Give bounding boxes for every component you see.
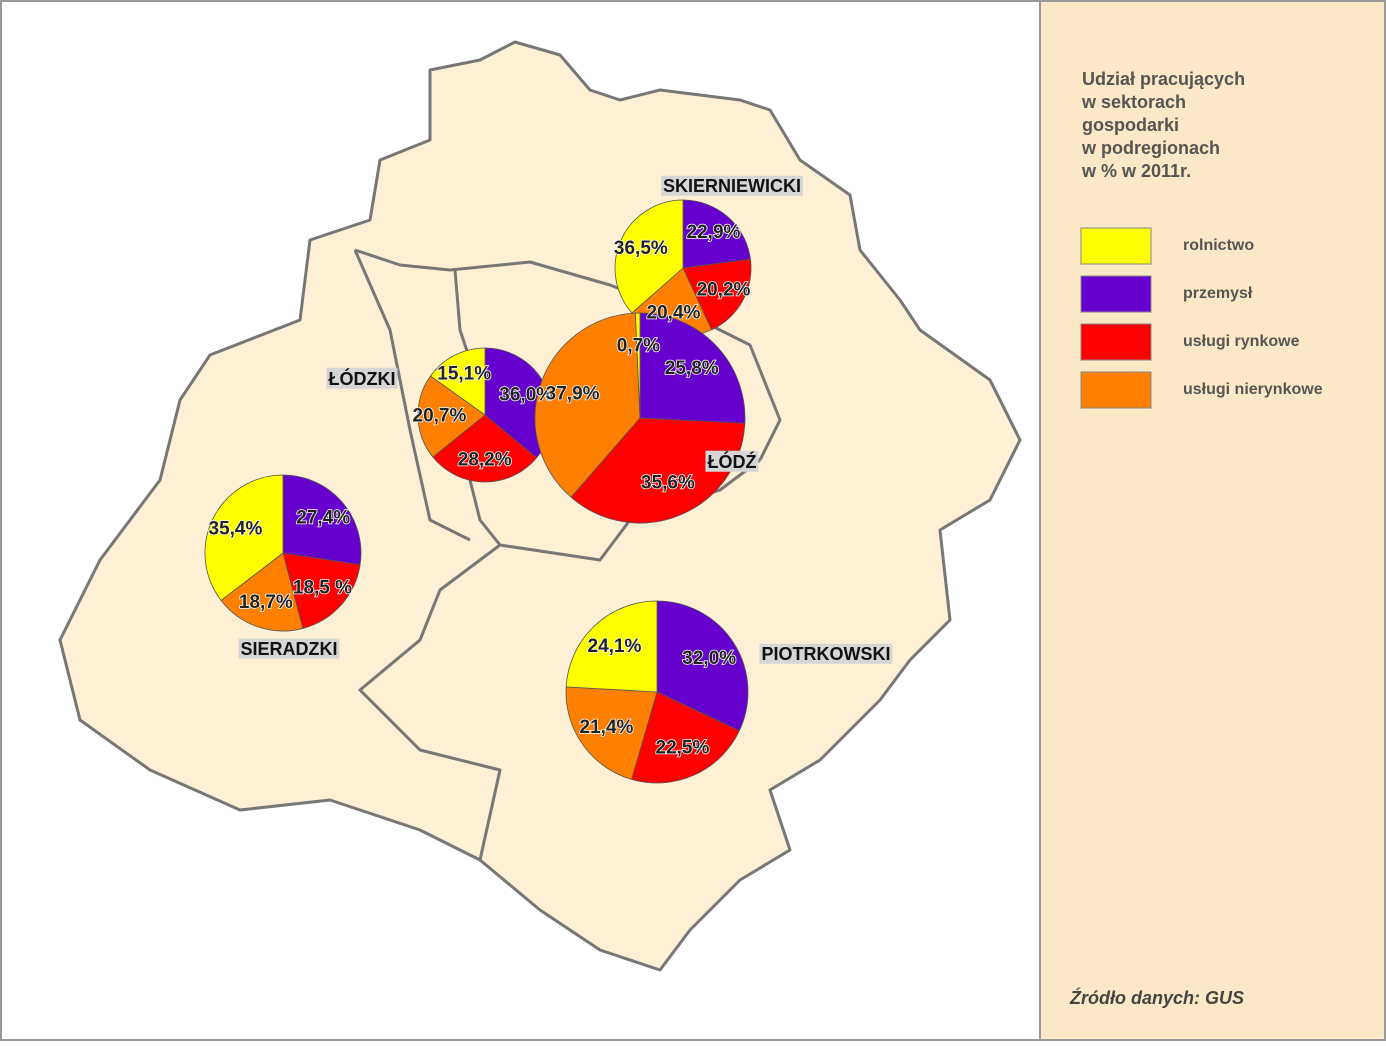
data-label: 27,4% [296,507,350,528]
data-label: 18,5 % [293,577,352,598]
region-label-bg [705,450,759,472]
legend-title: gospodarki [1082,115,1179,135]
legend-swatch [1080,371,1152,409]
pie-slice [682,199,751,269]
legend: Udział pracujących w sektorach gospodarki w… [1080,69,1323,409]
pie-slice [432,414,538,483]
data-label: 20,2% [697,279,751,300]
pie-slice [204,474,284,601]
legend-label: rolnictwo [1183,237,1254,254]
region-name: SKIERNIEWICKI [663,176,801,196]
legend-title: w sektorach [1081,92,1186,112]
region-label-bg [759,643,893,664]
pie-slice [634,312,641,419]
legend-label: przemysł [1183,285,1253,302]
region-label-bg [326,367,398,389]
data-label: 20,7% [413,405,467,426]
data-label: 18,7% [239,592,293,613]
pie-slice [417,375,486,458]
pie-slice [220,552,304,632]
region-name: ŁÓDZKI [329,368,396,389]
data-label: 35,6% [641,473,695,494]
pie-slice [656,600,749,732]
pie-slice [282,552,361,629]
pie-slice [614,199,684,314]
pie-slice [682,258,752,331]
data-label: 20,4% [647,302,701,323]
legend-title: Udział pracujących [1082,69,1245,89]
data-label: 22,9% [687,222,741,243]
region-label-bg [238,638,340,659]
legend-title: w podregionach [1081,138,1220,158]
data-label: 32,0% [682,648,736,669]
data-label: 22,5% [656,737,710,758]
pie-slice [534,312,641,498]
pie-slice [429,347,486,416]
legend-label: usługi nierynkowe [1183,381,1323,398]
legend-title: w % w 2011r. [1081,161,1191,181]
region-name: ŁÓDŹ [708,451,757,472]
data-label: 37,9% [546,383,600,404]
province-outline [58,40,1022,972]
source-note: Źródło danych: GUS [1069,987,1244,1008]
data-label: 0,7% [617,336,660,357]
data-label: 28,2% [458,450,512,471]
data-label: 24,1% [588,636,642,657]
data-label: 35,4% [209,519,263,540]
pie-slice [631,691,740,784]
data-label: 25,8% [665,358,719,379]
region-label-bg [660,175,804,196]
data-label: 21,4% [580,717,634,738]
legend-panel [1039,0,1386,1041]
pie-slice [639,312,746,424]
legend-swatch [1080,275,1152,313]
pie-slice [570,417,746,524]
pie-slice [565,600,658,693]
legend-label: usługi rynkowe [1183,333,1300,350]
region-name: SIERADZKI [240,639,337,659]
data-label: 36,5% [614,238,668,259]
legend-swatch [1080,323,1152,361]
pie-slice [565,686,658,780]
data-label: 36,0% [499,385,553,406]
region-name: PIOTRKOWSKI [762,644,891,664]
pie-slice [282,474,362,566]
legend-swatch [1080,227,1152,265]
data-label: 15,1% [437,363,491,384]
